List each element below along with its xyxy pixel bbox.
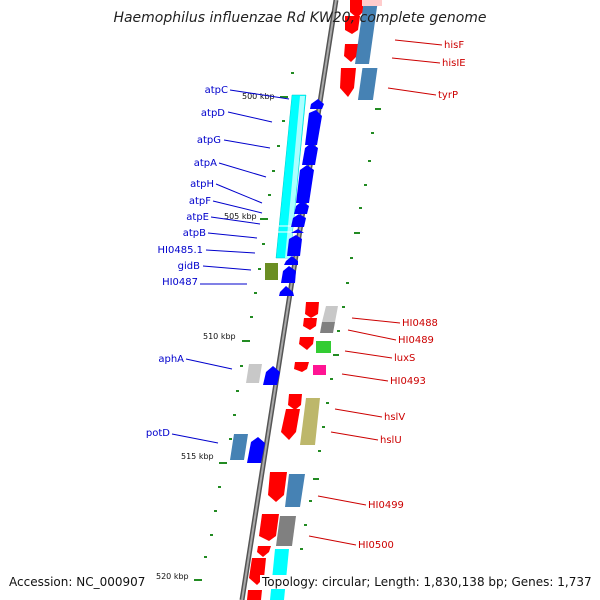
tick-label: 515 kbp — [181, 452, 214, 461]
topology-label: Topology: circular; Length: 1,830,138 bp… — [260, 575, 592, 589]
reverse-cds-middle — [281, 302, 338, 445]
left-gene-labels: atpC atpD atpG atpA atpH atpF atpE atpB … — [146, 85, 228, 439]
forward-cds-group — [279, 99, 324, 296]
page-title: Haemophilus influenzae Rd KW20, complete… — [113, 10, 487, 26]
gene-label-HI0500: HI0500 — [358, 540, 394, 551]
left-leader-lines — [171, 89, 290, 444]
backbone — [239, 0, 339, 600]
gene-label-atpG: atpG — [197, 135, 221, 146]
gene-label-atpB: atpB — [183, 228, 206, 239]
tick-label: 510 kbp — [203, 332, 236, 341]
gene-label-hisIE: hisIE — [442, 58, 466, 69]
tick-label: 500 kbp — [242, 92, 275, 101]
gidB-block — [265, 263, 278, 280]
reverse-cds-top — [340, 0, 382, 100]
tick-label: 520 kbp — [156, 572, 189, 581]
forward-cds-left — [230, 364, 280, 463]
gene-label-aphA: aphA — [158, 354, 184, 365]
gene-label-HI0488: HI0488 — [402, 318, 438, 329]
gene-label-HI0485.1: HI0485.1 — [158, 245, 203, 256]
gene-label-HI0487: HI0487 — [162, 277, 198, 288]
gene-label-HI0499: HI0499 — [368, 500, 404, 511]
gene-label-HI0489: HI0489 — [398, 335, 434, 346]
gene-label-hslU: hslU — [380, 435, 402, 446]
gene-label-potD: potD — [146, 428, 170, 439]
gene-label-HI0493: HI0493 — [390, 376, 426, 387]
gene-label-atpC: atpC — [205, 85, 228, 96]
gene-label-hslV: hslV — [384, 412, 405, 423]
gene-label-atpF: atpF — [189, 196, 211, 207]
gene-label-tyrP: tyrP — [438, 90, 458, 101]
tick-marks — [194, 72, 381, 581]
right-leader-lines — [308, 39, 443, 546]
gene-label-gidB: gidB — [178, 261, 200, 272]
gene-label-atpE: atpE — [186, 212, 209, 223]
gene-label-hisF: hisF — [444, 40, 464, 51]
gene-label-luxS: luxS — [394, 353, 415, 364]
right-gene-labels: hisF hisIE tyrP HI0488 HI0489 luxS HI049… — [358, 40, 466, 551]
gene-label-atpH: atpH — [190, 179, 214, 190]
gene-label-atpA: atpA — [194, 158, 217, 169]
accession-label: Accession: NC_000907 — [9, 575, 146, 589]
gene-label-atpD: atpD — [201, 108, 225, 119]
tick-label: 505 kbp — [224, 212, 257, 221]
